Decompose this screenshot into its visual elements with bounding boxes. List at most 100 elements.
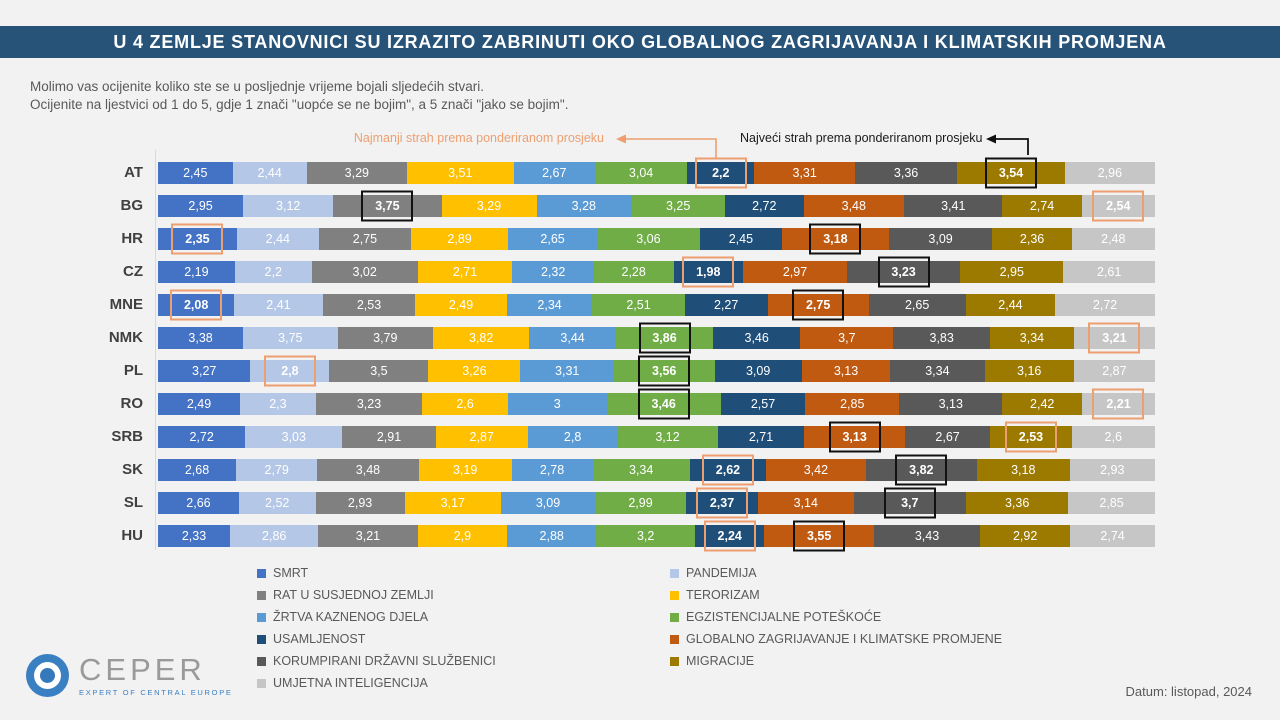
- segment-value: 1,98: [696, 264, 721, 279]
- segment-value: 2,19: [184, 264, 209, 279]
- stacked-bar: 3,27 2,8 3,5 3,26 3,31 3,56 3,09 3,13 3,34 3,16 2,…: [158, 355, 1155, 386]
- segment-rat-u-susjednoj-zemlji: 3,5: [329, 359, 429, 382]
- segment-korumpirani-državni-službenici: 3,13: [899, 392, 1003, 415]
- segment-value: 2,44: [265, 231, 290, 246]
- segment-smrt: 3,38: [158, 326, 244, 349]
- segment-value: 3,38: [188, 330, 213, 345]
- stacked-bar: 2,19 2,2 3,02 2,71 2,32 2,28 1,98 2,97 3,23 2,95 2…: [158, 256, 1155, 287]
- segment-value: 3,75: [375, 198, 400, 213]
- segment-pandemija: 2,79: [236, 458, 318, 481]
- legend-label: USAMLJENOST: [273, 632, 366, 646]
- segment-migracije: 3,34: [989, 326, 1075, 349]
- segment-usamljenost: 2,62: [689, 454, 767, 485]
- segment-value: 2,87: [469, 429, 494, 444]
- legend-swatch-icon: [670, 656, 679, 666]
- segment-globalno-zagrijavanje-i-klimatske-promjene: 2,75: [767, 289, 869, 320]
- segment-value: 2,6: [1104, 429, 1122, 444]
- segment-usamljenost: 2,2: [687, 157, 755, 188]
- segment-usamljenost: 2,57: [720, 392, 806, 415]
- segment-pandemija: 2,52: [238, 491, 316, 514]
- segment-žrtva-kaznenog-djela: 3,28: [536, 194, 632, 217]
- segment-value: 2,95: [999, 264, 1024, 279]
- chart-row-nmk: NMK 3,38 3,75 3,79 3,82 3,44 3,86 3,46 3,7 3,83 3,…: [0, 321, 1160, 354]
- segment-rat-u-susjednoj-zemlji: 3,21: [318, 524, 418, 547]
- segment-value: 2,8: [281, 363, 299, 378]
- chart-row-ro: RO 2,49 2,3 3,23 2,6 3 3,46 2,57 2,85 3,13 2,42 2,2…: [0, 387, 1160, 420]
- segment-value: 3,7: [838, 330, 856, 345]
- segment-value: 2,96: [1097, 165, 1123, 180]
- segment-value: 3,21: [355, 528, 381, 543]
- segment-pandemija: 2,86: [230, 524, 319, 547]
- segment-žrtva-kaznenog-djela: 2,34: [506, 293, 593, 316]
- segment-value: 2,65: [540, 231, 565, 246]
- country-label: RO: [120, 395, 144, 412]
- legend-label: SMRT: [273, 566, 309, 580]
- legend-swatch-icon: [670, 590, 679, 600]
- segment-egzistencijalne-poteškoće: 3,56: [613, 355, 715, 386]
- segment-globalno-zagrijavanje-i-klimatske-promjene: 3,18: [782, 223, 889, 254]
- segment-žrtva-kaznenog-djela: 3: [507, 392, 607, 415]
- segment-rat-u-susjednoj-zemlji: 2,91: [342, 425, 436, 448]
- segment-value: 2,49: [448, 297, 474, 312]
- legend: SMRT PANDEMIJA RAT U SUSJEDNOJ ZEMLJI TEROR…: [257, 562, 1100, 694]
- segment-žrtva-kaznenog-djela: 3,44: [529, 326, 616, 349]
- segment-žrtva-kaznenog-djela: 3,09: [501, 491, 596, 514]
- segment-terorizam: 2,71: [417, 260, 513, 283]
- segment-value: 2,37: [709, 495, 735, 510]
- segment-pandemija: 2,3: [240, 392, 316, 415]
- segment-value: 2,53: [1018, 429, 1044, 444]
- segment-umjetna-inteligencija: 2,96: [1064, 161, 1155, 184]
- segment-value: 3,26: [462, 363, 487, 378]
- segment-usamljenost: 2,27: [684, 293, 768, 316]
- segment-value: 2,36: [1019, 231, 1045, 246]
- segment-value: 3,46: [651, 396, 676, 411]
- min-fear-annotation: Najmanji strah prema ponderiranom prosje…: [353, 131, 604, 145]
- survey-question-line2: Ocijenite na ljestvici od 1 do 5, gdje 1…: [30, 97, 569, 112]
- country-label: NMK: [108, 329, 143, 346]
- segment-terorizam: 2,87: [435, 425, 528, 448]
- country-label: MNE: [109, 296, 143, 313]
- segment-value: 3,86: [652, 330, 677, 345]
- country-label: SRB: [111, 428, 143, 445]
- segment-migracije: 3,54: [957, 157, 1065, 188]
- min-arrow-icon: [616, 134, 717, 158]
- segment-value: 3,18: [1011, 462, 1036, 477]
- legend-swatch-icon: [257, 678, 266, 688]
- segment-value: 2,85: [840, 396, 865, 411]
- segment-migracije: 3,18: [976, 458, 1070, 481]
- segment-globalno-zagrijavanje-i-klimatske-promjene: 2,85: [805, 392, 900, 415]
- segment-value: 3,09: [928, 231, 953, 246]
- segment-rat-u-susjednoj-zemlji: 2,93: [315, 491, 405, 514]
- segment-žrtva-kaznenog-djela: 2,65: [508, 227, 598, 250]
- segment-value: 3,28: [571, 198, 597, 213]
- segment-egzistencijalne-poteškoće: 2,28: [593, 260, 674, 283]
- segment-value: 2,87: [1102, 363, 1127, 378]
- segment-korumpirani-državni-službenici: 3,83: [893, 326, 990, 349]
- segment-egzistencijalne-poteškoće: 2,51: [592, 293, 685, 316]
- segment-rat-u-susjednoj-zemlji: 3,23: [315, 392, 423, 415]
- segment-value: 2,65: [904, 297, 930, 312]
- segment-migracije: 3,36: [966, 491, 1069, 514]
- segment-value: 2,89: [447, 231, 472, 246]
- legend-item-globalno-zagrijavanje-i-klimatske-promjene: GLOBALNO ZAGRIJAVANJE I KLIMATSKE PROMJE…: [670, 632, 1100, 646]
- segment-rat-u-susjednoj-zemlji: 3,29: [306, 161, 407, 184]
- legend-swatch-icon: [257, 590, 266, 600]
- segment-pandemija: 3,12: [243, 194, 334, 217]
- segment-value: 2,24: [717, 528, 742, 543]
- stacked-bar: 2,35 2,44 2,75 2,89 2,65 3,06 2,45 3,18 3,09 2,36…: [158, 223, 1155, 254]
- chart-row-hu: HU 2,33 2,86 3,21 2,9 2,88 3,2 2,24 3,55 3,43 2,92…: [0, 519, 1160, 552]
- segment-value: 2,93: [1100, 462, 1125, 477]
- legend-label: RAT U SUSJEDNOJ ZEMLJI: [273, 588, 434, 602]
- segment-umjetna-inteligencija: 2,74: [1070, 524, 1155, 547]
- segment-migracije: 2,53: [990, 421, 1072, 452]
- segment-rat-u-susjednoj-zemlji: 3,79: [337, 326, 434, 349]
- stacked-bar: 2,66 2,52 2,93 3,17 3,09 2,99 2,37 3,14 3,7 3,36 2…: [158, 487, 1155, 518]
- segment-value: 3,34: [925, 363, 950, 378]
- segment-smrt: 2,08: [158, 289, 235, 320]
- segment-egzistencijalne-poteškoće: 3,2: [596, 524, 696, 547]
- segment-value: 3,75: [278, 330, 303, 345]
- segment-value: 3,46: [744, 330, 769, 345]
- segment-migracije: 2,95: [960, 260, 1064, 283]
- segment-value: 3,44: [560, 330, 585, 345]
